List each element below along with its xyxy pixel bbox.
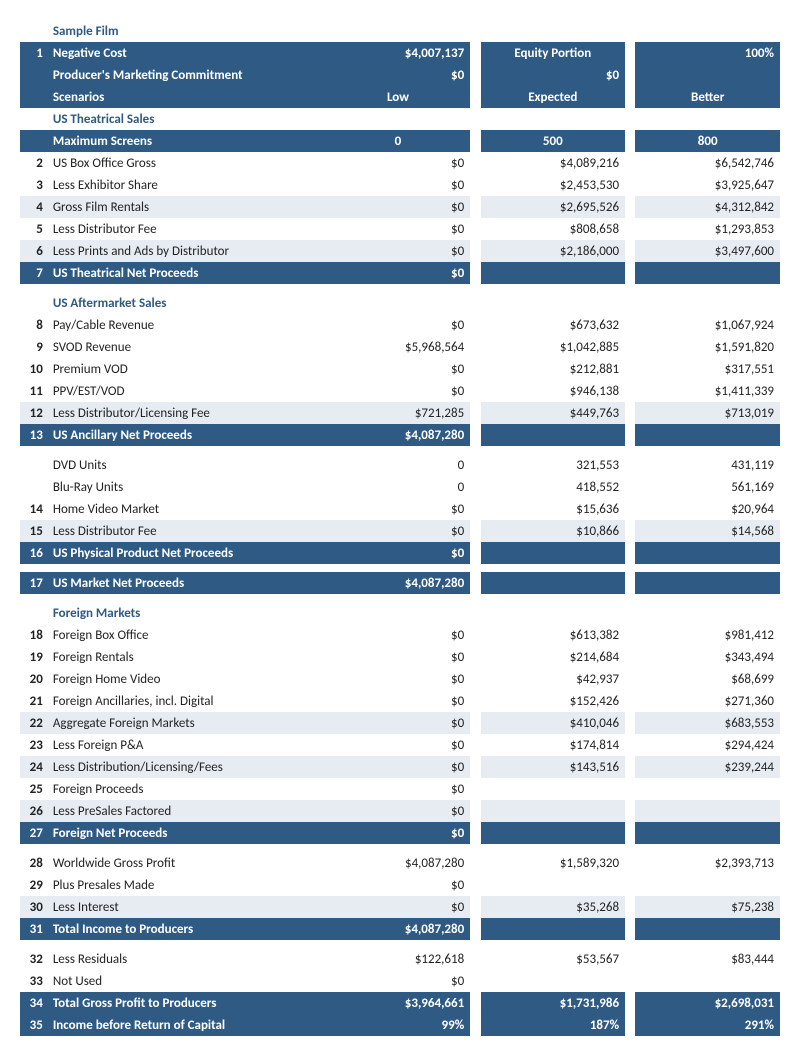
table-row: 9SVOD Revenue$5,968,564$1,042,885$1,591,…: [20, 336, 780, 358]
table-row: 2US Box Office Gross$0$4,089,216$6,542,7…: [20, 152, 780, 174]
row-label: Gross Film Rentals: [47, 196, 326, 218]
row-label: Foreign Ancillaries, incl. Digital: [47, 690, 326, 712]
row-label: Foreign Net Proceeds: [47, 822, 326, 844]
table-row: 13US Ancillary Net Proceeds$4,087,280: [20, 424, 780, 446]
row-label: Aggregate Foreign Markets: [47, 712, 326, 734]
row-label: Plus Presales Made: [47, 874, 326, 896]
row-label: Blu-Ray Units: [47, 476, 326, 498]
row-label: Less Interest: [47, 896, 326, 918]
row-label: US Ancillary Net Proceeds: [47, 424, 326, 446]
row-label: Worldwide Gross Profit: [47, 852, 326, 874]
row-label: Foreign Rentals: [47, 646, 326, 668]
row-label: Foreign Proceeds: [47, 778, 326, 800]
table-row: 10Premium VOD$0$212,881$317,551: [20, 358, 780, 380]
table-row: 12Less Distributor/Licensing Fee$721,285…: [20, 402, 780, 424]
row-label: Foreign Box Office: [47, 624, 326, 646]
row-label: Maximum Screens: [47, 130, 326, 152]
row-label: PPV/EST/VOD: [47, 380, 326, 402]
row-label: Income before Return of Capital: [47, 1014, 326, 1036]
row-label: Less PreSales Factored: [47, 800, 326, 822]
row-label: US Theatrical Net Proceeds: [47, 262, 326, 284]
table-row: 19Foreign Rentals$0$214,684$343,494: [20, 646, 780, 668]
table-row: 28Worldwide Gross Profit$4,087,280$1,589…: [20, 852, 780, 874]
table-row: Blu-Ray Units0418,552561,169: [20, 476, 780, 498]
row-label: US Market Net Proceeds: [47, 572, 326, 594]
row-label: Not Used: [47, 970, 326, 992]
row-label: Total Income to Producers: [47, 918, 326, 940]
row-label: Total Gross Profit to Producers: [47, 992, 326, 1014]
table-row: 16US Physical Product Net Proceeds$0: [20, 542, 780, 564]
table-row: 24Less Distribution/Licensing/Fees$0$143…: [20, 756, 780, 778]
section-header: Foreign Markets: [47, 602, 326, 624]
table-row: 3Less Exhibitor Share$0$2,453,530$3,925,…: [20, 174, 780, 196]
table-row: 35Income before Return of Capital99%187%…: [20, 1014, 780, 1036]
row-label: Foreign Home Video: [47, 668, 326, 690]
row-label: Less Foreign P&A: [47, 734, 326, 756]
row-label: Home Video Market: [47, 498, 326, 520]
row-label: Less Prints and Ads by Distributor: [47, 240, 326, 262]
table-row: 21Foreign Ancillaries, incl. Digital$0$1…: [20, 690, 780, 712]
table-row: 8Pay/Cable Revenue$0$673,632$1,067,924: [20, 314, 780, 336]
table-row: 7US Theatrical Net Proceeds$0: [20, 262, 780, 284]
row-label: Pay/Cable Revenue: [47, 314, 326, 336]
section-header: US Aftermarket Sales: [47, 292, 326, 314]
table-row: 27Foreign Net Proceeds$0: [20, 822, 780, 844]
row-label: US Physical Product Net Proceeds: [47, 542, 326, 564]
table-row: 17US Market Net Proceeds$4,087,280: [20, 572, 780, 594]
table-row: 25Foreign Proceeds$0: [20, 778, 780, 800]
table-row: 18Foreign Box Office$0$613,382$981,412: [20, 624, 780, 646]
table-row: 14Home Video Market$0$15,636$20,964: [20, 498, 780, 520]
row-label: DVD Units: [47, 454, 326, 476]
table-row: 30Less Interest$0$35,268$75,238: [20, 896, 780, 918]
table-row: 20Foreign Home Video$0$42,937$68,699: [20, 668, 780, 690]
table-row: 15Less Distributor Fee$0$10,866$14,568: [20, 520, 780, 542]
table-row: 5Less Distributor Fee$0$808,658$1,293,85…: [20, 218, 780, 240]
table-row: DVD Units0321,553431,119: [20, 454, 780, 476]
row-label: Less Distributor/Licensing Fee: [47, 402, 326, 424]
row-label: Premium VOD: [47, 358, 326, 380]
table-row: 4Gross Film Rentals$0$2,695,526$4,312,84…: [20, 196, 780, 218]
table-row: 29Plus Presales Made$0: [20, 874, 780, 896]
row-label: Less Residuals: [47, 948, 326, 970]
section-header: US Theatrical Sales: [47, 108, 326, 130]
table-row: 32Less Residuals$122,618$53,567$83,444: [20, 948, 780, 970]
table-row: 23Less Foreign P&A$0$174,814$294,424: [20, 734, 780, 756]
table-row: 31Total Income to Producers$4,087,280: [20, 918, 780, 940]
table-row: 22Aggregate Foreign Markets$0$410,046$68…: [20, 712, 780, 734]
row-label: US Box Office Gross: [47, 152, 326, 174]
table-row: 34Total Gross Profit to Producers$3,964,…: [20, 992, 780, 1014]
row-label: Less Distribution/Licensing/Fees: [47, 756, 326, 778]
table-row: Maximum Screens0500800: [20, 130, 780, 152]
title: Sample Film: [47, 20, 326, 42]
table-row: 33Not Used$0: [20, 970, 780, 992]
table-row: 11PPV/EST/VOD$0$946,138$1,411,339: [20, 380, 780, 402]
table-row: 6Less Prints and Ads by Distributor$0$2,…: [20, 240, 780, 262]
row-label: Less Exhibitor Share: [47, 174, 326, 196]
row-label: Less Distributor Fee: [47, 520, 326, 542]
row-label: Less Distributor Fee: [47, 218, 326, 240]
film-finance-table: Sample Film1Negative Cost$4,007,137Equit…: [20, 20, 780, 1036]
row-label: SVOD Revenue: [47, 336, 326, 358]
table-row: 26Less PreSales Factored$0: [20, 800, 780, 822]
